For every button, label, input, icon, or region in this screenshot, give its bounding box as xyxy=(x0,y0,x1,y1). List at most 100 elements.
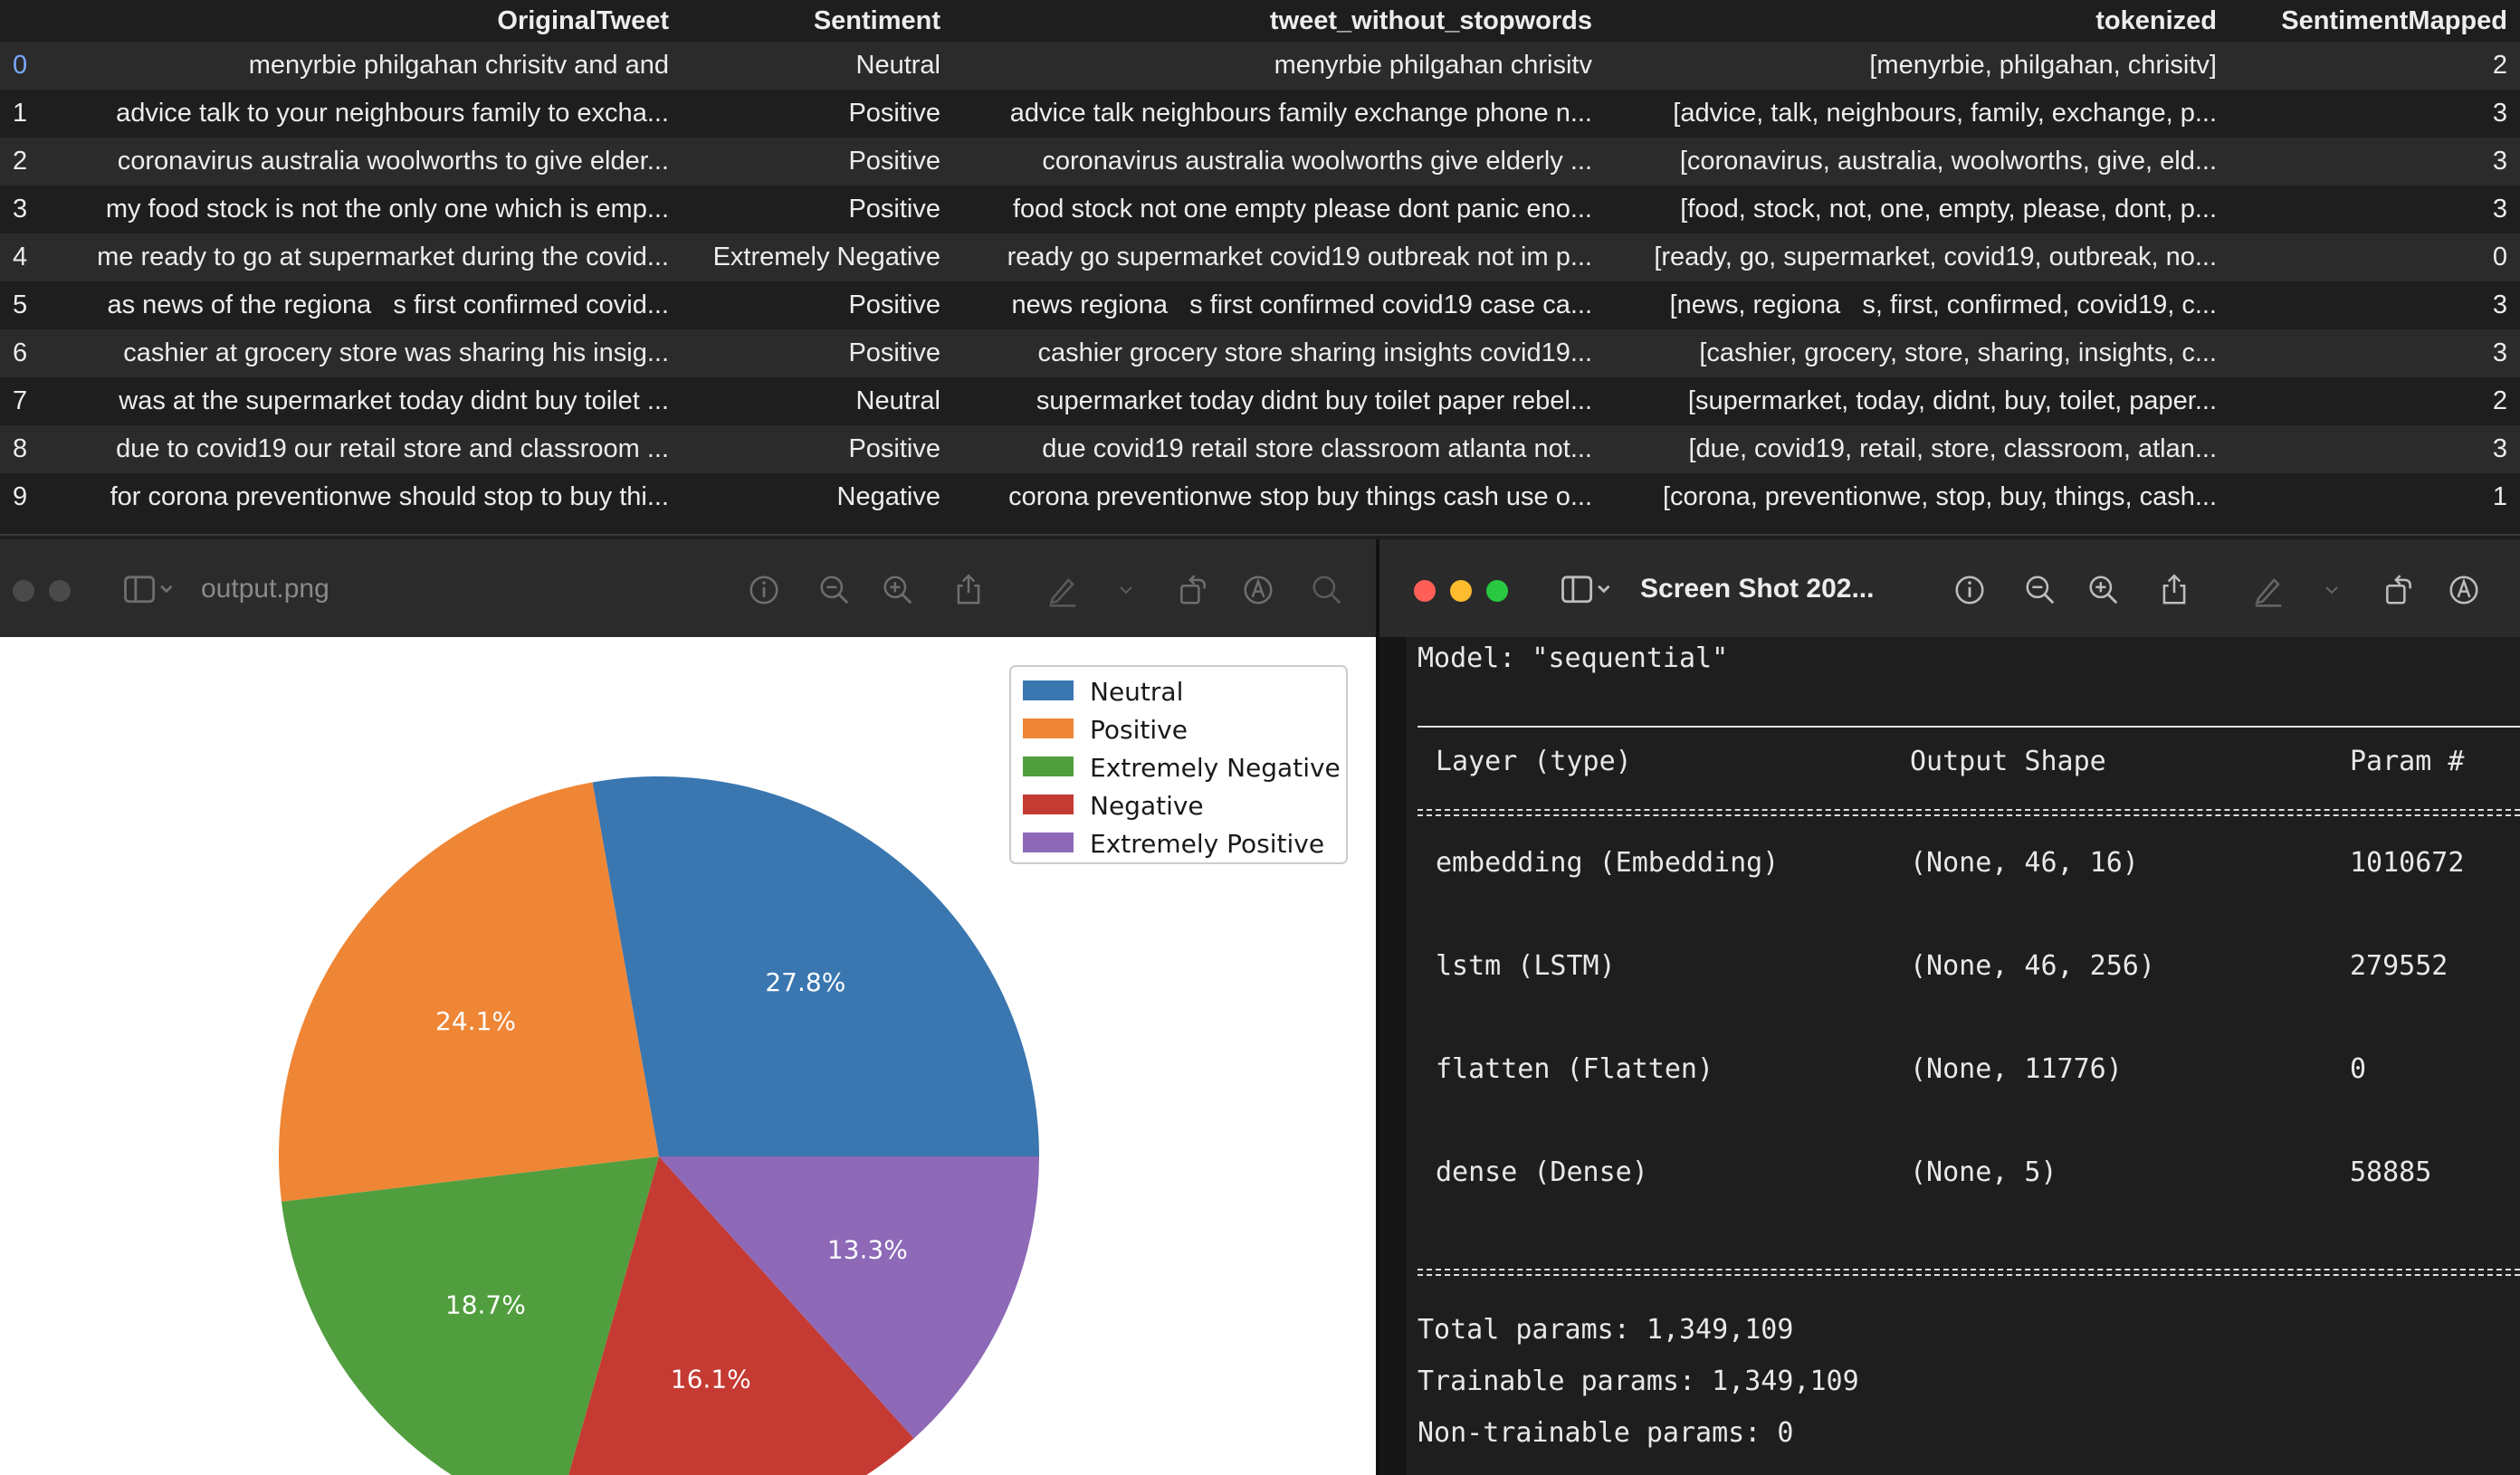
zoom-in-button[interactable] xyxy=(2084,570,2124,610)
sentiment-cell: Negative xyxy=(682,473,953,521)
sentimentmapped-cell: 3 xyxy=(2229,281,2520,329)
markup-button[interactable] xyxy=(1043,570,1083,610)
annotate-button[interactable] xyxy=(1238,570,1278,610)
summary-rule xyxy=(1418,726,2520,728)
tokenized-cell: [corona, preventionwe, stop, buy, things… xyxy=(1605,473,2229,521)
tweet-without-stopwords-cell: due covid19 retail store classroom atlan… xyxy=(953,425,1605,473)
sidebar-icon xyxy=(124,576,173,604)
index-header xyxy=(0,0,43,42)
legend-box xyxy=(1009,665,1348,864)
rotate-button[interactable] xyxy=(2379,570,2419,610)
column-header-originaltweet: OriginalTweet xyxy=(43,0,682,42)
pie-slice-extremely-negative xyxy=(281,1156,659,1475)
window-titlebar[interactable]: Screen Shot 202... xyxy=(1379,539,2520,637)
markup-menu-button[interactable] xyxy=(1108,570,1144,610)
layer-param-count: 1010672 xyxy=(2350,847,2465,879)
markup-icon xyxy=(2255,578,2282,607)
tokenized-cell: [due, covid19, retail, store, classroom,… xyxy=(1605,425,2229,473)
originaltweet-cell: my food stock is not the only one which … xyxy=(43,186,682,233)
header-layer-type: Layer (type) xyxy=(1436,746,1632,777)
markup-button[interactable] xyxy=(2248,570,2288,610)
sentiment-cell: Positive xyxy=(682,329,953,377)
table-row: 7 was at the supermarket today didnt buy … xyxy=(0,377,2520,425)
pie-slice-negative xyxy=(568,1156,914,1475)
tweet-without-stopwords-cell: news regiona s first confirmed covid19 c… xyxy=(953,281,1605,329)
minimize-button[interactable] xyxy=(49,580,71,602)
tokenized-cell: [cashier, grocery, store, sharing, insig… xyxy=(1605,329,2229,377)
table-header-row: OriginalTweet Sentiment tweet_without_st… xyxy=(0,0,2520,42)
originaltweet-cell: cashier at grocery store was sharing his… xyxy=(43,329,682,377)
non-trainable-params: Non-trainable params: 0 xyxy=(1418,1417,1794,1449)
tokenized-cell: [menyrbie, philgahan, chrisitv] xyxy=(1605,42,2229,90)
window-titlebar[interactable]: output.png xyxy=(0,539,1376,637)
annotate-icon xyxy=(1244,576,1273,604)
markup-menu-button[interactable] xyxy=(2314,570,2350,610)
table-row: 1 advice talk to your neighbours family t… xyxy=(0,90,2520,138)
tweet-without-stopwords-cell: food stock not one empty please dont pan… xyxy=(953,186,1605,233)
image-edge xyxy=(1379,637,1407,1475)
index-cell: 6 xyxy=(0,329,43,377)
summary-double-rule xyxy=(1418,1269,2520,1276)
trainable-params: Trainable params: 1,349,109 xyxy=(1418,1366,1859,1397)
sentimentmapped-cell: 2 xyxy=(2229,42,2520,90)
zoom-button[interactable] xyxy=(1486,580,1508,602)
layer-name: embedding (Embedding) xyxy=(1436,847,1780,879)
window-gap xyxy=(1376,539,1379,1475)
annotate-button[interactable] xyxy=(2444,570,2484,610)
sentiment-cell: Neutral xyxy=(682,377,953,425)
chevron-down-icon xyxy=(2325,586,2338,595)
sidebar-toggle-button[interactable] xyxy=(116,570,181,610)
rotate-button[interactable] xyxy=(1173,570,1213,610)
tweet-without-stopwords-cell: corona preventionwe stop buy things cash… xyxy=(953,473,1605,521)
info-icon xyxy=(749,576,778,604)
legend-label: Neutral xyxy=(1090,677,1183,707)
model-summary: Model: "sequential" Layer (type) Output … xyxy=(1379,637,2520,1475)
originaltweet-cell: me ready to go at supermarket during the… xyxy=(43,233,682,281)
search-button[interactable] xyxy=(1307,570,1347,610)
window-title: output.png xyxy=(201,574,329,604)
sidebar-toggle-button[interactable] xyxy=(1553,570,1618,610)
rotate-icon xyxy=(2386,575,2411,604)
column-header-tweet-without-stopwords: tweet_without_stopwords xyxy=(953,0,1605,42)
index-cell: 5 xyxy=(0,281,43,329)
info-button[interactable] xyxy=(1950,570,1990,610)
layer-name: flatten (Flatten) xyxy=(1436,1053,1714,1085)
preview-window-screenshot: Screen Shot 202... Model: "sequential" L… xyxy=(1379,539,2520,1475)
minimize-button[interactable] xyxy=(1450,580,1472,602)
originaltweet-cell: menyrbie philgahan chrisitv and and xyxy=(43,42,682,90)
column-header-tokenized: tokenized xyxy=(1605,0,2229,42)
index-cell: 1 xyxy=(0,90,43,138)
table-row: 9 for corona preventionwe should stop to … xyxy=(0,473,2520,521)
legend-label: Positive xyxy=(1090,715,1188,745)
slice-percent-label: 16.1% xyxy=(671,1364,751,1394)
zoom-out-button[interactable] xyxy=(2020,570,2060,610)
tweet-without-stopwords-cell: ready go supermarket covid19 outbreak no… xyxy=(953,233,1605,281)
zoom-out-button[interactable] xyxy=(815,570,854,610)
close-button[interactable] xyxy=(13,580,34,602)
tweet-without-stopwords-cell: supermarket today didnt buy toilet paper… xyxy=(953,377,1605,425)
share-button[interactable] xyxy=(2154,570,2194,610)
divider xyxy=(0,534,2520,536)
sentimentmapped-cell: 3 xyxy=(2229,425,2520,473)
tokenized-cell: [ready, go, supermarket, covid19, outbre… xyxy=(1605,233,2229,281)
sentiment-cell: Positive xyxy=(682,138,953,186)
column-header-sentiment: Sentiment xyxy=(682,0,953,42)
slice-percent-label: 18.7% xyxy=(445,1290,526,1320)
originaltweet-cell: was at the supermarket today didnt buy t… xyxy=(43,377,682,425)
layer-name: dense (Dense) xyxy=(1436,1156,1648,1188)
originaltweet-cell: as news of the regiona s first confirmed… xyxy=(43,281,682,329)
sentiment-cell: Neutral xyxy=(682,42,953,90)
table-row: 5 as news of the regiona s first confirme… xyxy=(0,281,2520,329)
layer-output-shape: (None, 11776) xyxy=(1910,1053,2123,1085)
pie-slice-positive xyxy=(279,782,659,1203)
layer-param-count: 279552 xyxy=(2350,950,2448,982)
sentiment-cell: Positive xyxy=(682,425,953,473)
info-button[interactable] xyxy=(744,570,784,610)
layer-output-shape: (None, 46, 16) xyxy=(1910,847,2139,879)
close-button[interactable] xyxy=(1414,580,1436,602)
zoom-in-button[interactable] xyxy=(878,570,918,610)
share-button[interactable] xyxy=(949,570,988,610)
tokenized-cell: [food, stock, not, one, empty, please, d… xyxy=(1605,186,2229,233)
header-output-shape: Output Shape xyxy=(1910,746,2106,777)
index-cell: 0 xyxy=(0,42,43,90)
